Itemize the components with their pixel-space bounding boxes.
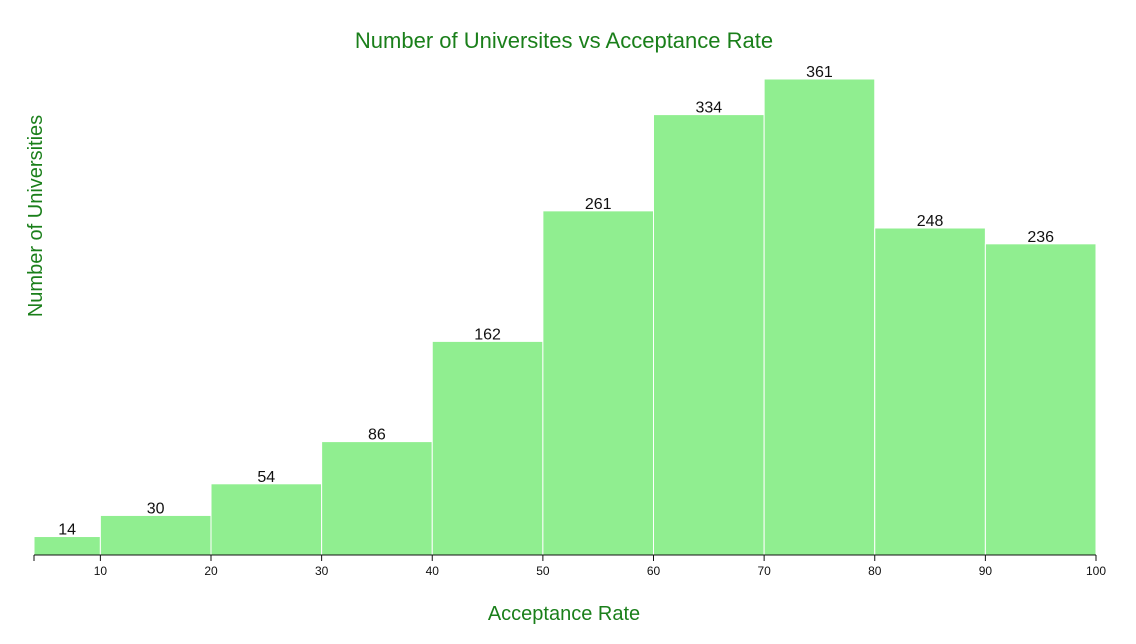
bar-5 bbox=[542, 210, 654, 556]
x-tick-label-7: 80 bbox=[868, 564, 882, 578]
x-tick-label-4: 50 bbox=[536, 564, 550, 578]
bar-value-label-6: 334 bbox=[695, 100, 722, 117]
bar-1 bbox=[99, 514, 212, 556]
y-axis-title: Number of Universities bbox=[25, 115, 47, 317]
bar-6 bbox=[653, 114, 765, 556]
x-tick-label-9: 100 bbox=[1086, 564, 1106, 578]
bar-labels-layer: 14 30 54 86 162 261 334 361 248 236 bbox=[58, 64, 1054, 539]
bars-layer bbox=[33, 78, 1097, 556]
x-tick-label-6: 70 bbox=[757, 564, 771, 578]
x-tick-label-8: 90 bbox=[979, 564, 993, 578]
x-ticks-layer: 10 20 30 40 50 60 70 80 90 100 bbox=[33, 555, 1106, 578]
bar-4 bbox=[431, 340, 544, 556]
x-tick-label-1: 20 bbox=[204, 564, 218, 578]
bar-value-label-9: 236 bbox=[1027, 229, 1054, 246]
bar-0 bbox=[33, 536, 101, 556]
bar-2 bbox=[210, 483, 323, 556]
bar-9 bbox=[984, 243, 1097, 556]
x-axis-title: Acceptance Rate bbox=[488, 603, 640, 625]
bar-value-label-2: 54 bbox=[257, 469, 275, 486]
bar-value-label-1: 30 bbox=[147, 500, 165, 517]
chart-title: Number of Universites vs Acceptance Rate bbox=[355, 28, 773, 53]
x-tick-label-0: 10 bbox=[94, 564, 108, 578]
x-tick-label-5: 60 bbox=[647, 564, 661, 578]
x-tick-label-3: 40 bbox=[426, 564, 440, 578]
bar-8 bbox=[874, 227, 986, 556]
bar-value-label-5: 261 bbox=[585, 196, 612, 213]
bar-value-label-8: 248 bbox=[917, 213, 944, 230]
x-tick-label-2: 30 bbox=[315, 564, 329, 578]
bar-value-label-0: 14 bbox=[58, 522, 76, 539]
bar-value-label-4: 162 bbox=[474, 326, 501, 343]
bar-value-label-7: 361 bbox=[806, 64, 833, 81]
bar-value-label-3: 86 bbox=[368, 427, 386, 444]
bar-3 bbox=[321, 441, 433, 556]
bar-7 bbox=[763, 78, 876, 556]
